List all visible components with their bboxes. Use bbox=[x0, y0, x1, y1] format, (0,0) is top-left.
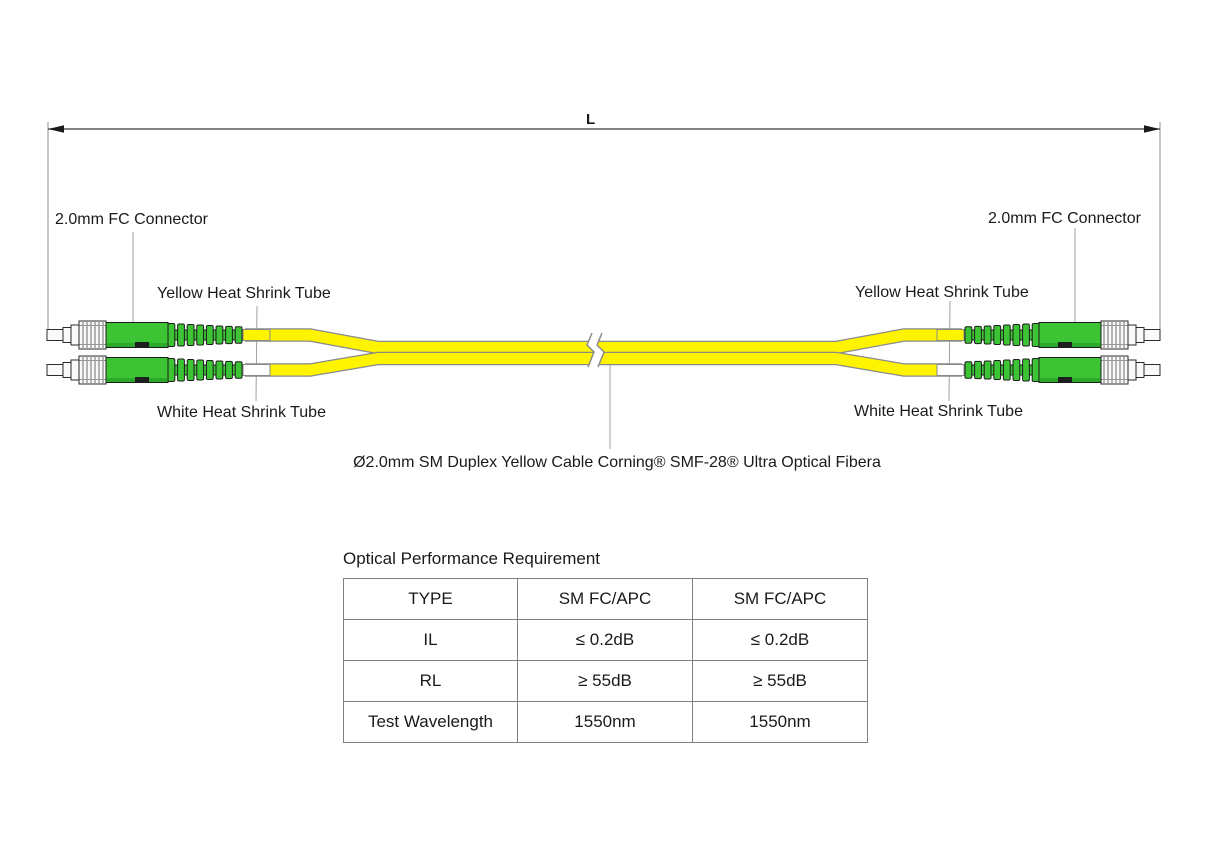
leader-yellow-white-left bbox=[255, 305, 258, 402]
arrowhead-right-icon bbox=[1144, 125, 1160, 133]
table-header-cell: SM FC/APC bbox=[517, 578, 693, 620]
fc-connector-label-right: 2.0mm FC Connector bbox=[988, 210, 1141, 227]
table-cell: ≥ 55dB bbox=[692, 660, 868, 702]
break-symbol-icon bbox=[586, 332, 605, 368]
fiber-a bbox=[245, 329, 962, 353]
fc-connector-top-left bbox=[46, 320, 243, 350]
table-row: IL ≤ 0.2dB ≤ 0.2dB bbox=[343, 619, 868, 661]
table-cell: 1550nm bbox=[517, 701, 693, 743]
duplex-cable bbox=[245, 328, 962, 377]
table-header-cell: TYPE bbox=[343, 578, 518, 620]
yellow-heat-shrink-tube-left bbox=[242, 329, 271, 341]
table-row: TYPE SM FC/APC SM FC/APC bbox=[343, 578, 868, 620]
table-cell: ≤ 0.2dB bbox=[517, 619, 693, 661]
yellow-heat-shrink-tube-right bbox=[936, 329, 965, 341]
table-cell: RL bbox=[343, 660, 518, 702]
arrowhead-left-icon bbox=[48, 125, 64, 133]
table-header-cell: SM FC/APC bbox=[692, 578, 868, 620]
yellow-tube-label-right: Yellow Heat Shrink Tube bbox=[855, 284, 1029, 301]
cable-spec-label: Ø2.0mm SM Duplex Yellow Cable Corning® S… bbox=[353, 454, 881, 471]
table-row: RL ≥ 55dB ≥ 55dB bbox=[343, 660, 868, 702]
optical-performance-table: TYPE SM FC/APC SM FC/APC IL ≤ 0.2dB ≤ 0.… bbox=[343, 578, 868, 743]
fc-connector-bottom-right bbox=[964, 355, 1161, 385]
yellow-tube-label-left: Yellow Heat Shrink Tube bbox=[157, 285, 331, 302]
dimension-line bbox=[47, 122, 1161, 330]
length-dimension-label: L bbox=[586, 111, 596, 128]
white-heat-shrink-tube-left bbox=[242, 364, 271, 376]
fc-connector-label-left: 2.0mm FC Connector bbox=[55, 211, 208, 228]
table-cell: Test Wavelength bbox=[343, 701, 518, 743]
fc-connector-bottom-left bbox=[46, 355, 243, 385]
white-tube-label-left: White Heat Shrink Tube bbox=[157, 404, 326, 421]
optical-performance-section: Optical Performance Requirement TYPE SM … bbox=[336, 549, 868, 743]
leader-yellow-white-right bbox=[948, 300, 951, 402]
white-tube-label-right: White Heat Shrink Tube bbox=[854, 403, 1023, 420]
table-cell: IL bbox=[343, 619, 518, 661]
table-cell: 1550nm bbox=[692, 701, 868, 743]
table-row: Test Wavelength 1550nm 1550nm bbox=[343, 701, 868, 743]
leader-lines bbox=[132, 228, 1076, 449]
heat-shrink-tubes bbox=[242, 329, 965, 376]
fc-connector-top-right bbox=[964, 320, 1161, 350]
table-title: Optical Performance Requirement bbox=[343, 549, 601, 568]
table-cell: ≥ 55dB bbox=[517, 660, 693, 702]
white-heat-shrink-tube-right bbox=[936, 364, 965, 376]
table-cell: ≤ 0.2dB bbox=[692, 619, 868, 661]
fiber-b bbox=[245, 353, 962, 376]
